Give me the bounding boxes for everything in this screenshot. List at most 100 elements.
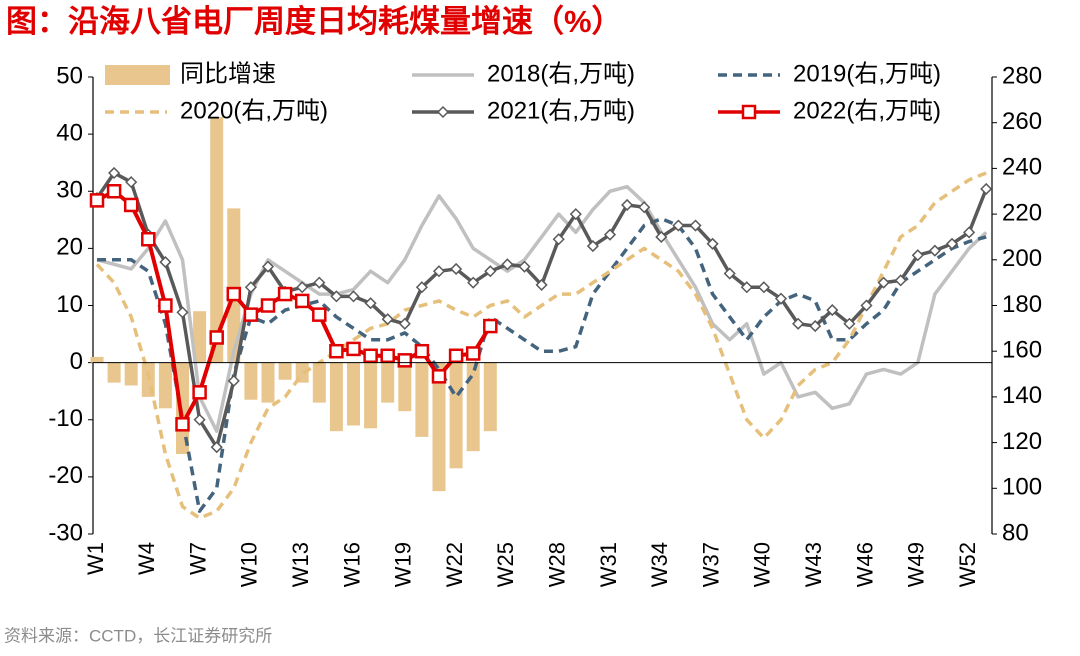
y2-tick-label: 220 <box>1002 199 1042 226</box>
square-marker <box>329 343 344 359</box>
bar <box>210 116 224 363</box>
x-tick-label: W13 <box>288 542 313 587</box>
square-marker <box>277 286 293 302</box>
bar <box>364 362 378 429</box>
legend-label: 2021(右,万吨) <box>487 97 635 124</box>
bar <box>449 362 463 469</box>
x-tick-label: W10 <box>237 542 262 587</box>
y-tick-label: 30 <box>56 177 83 204</box>
diamond-marker <box>792 317 805 330</box>
bar <box>466 362 480 452</box>
line-series <box>95 171 987 520</box>
square-marker <box>483 318 498 334</box>
bar <box>415 362 429 437</box>
diamond-marker <box>108 166 121 180</box>
x-tick-label: W7 <box>185 542 210 575</box>
bar <box>278 362 292 380</box>
x-tick-label: W52 <box>955 542 980 587</box>
y-tick-label: 20 <box>56 234 83 261</box>
bar <box>432 362 446 492</box>
diamond-marker <box>227 374 240 387</box>
x-tick-label: W37 <box>698 542 723 587</box>
bar <box>90 356 104 363</box>
diamond-marker <box>364 297 377 310</box>
diamond-marker <box>980 182 993 196</box>
legend-label: 2022(右,万吨) <box>793 97 941 124</box>
diamond-marker <box>313 276 326 289</box>
diamond-marker <box>176 306 189 319</box>
y2-tick-label: 80 <box>1002 519 1029 546</box>
square-marker <box>192 385 207 400</box>
bar <box>193 311 207 363</box>
diamond-marker <box>757 281 770 294</box>
source-note: 资料来源：CCTD，长江证券研究所 <box>4 626 272 645</box>
y-tick-label: -30 <box>48 519 83 546</box>
y2-tick-label: 260 <box>1002 108 1042 135</box>
x-tick-label: W16 <box>339 542 364 587</box>
x-tick-label: W19 <box>391 542 416 587</box>
diamond-marker <box>774 292 788 305</box>
diamond-marker <box>826 304 839 317</box>
diamond-marker <box>518 260 531 273</box>
x-tick-label: W34 <box>647 542 672 587</box>
x-tick-label: W31 <box>596 542 621 587</box>
square-marker <box>260 298 276 313</box>
bar <box>158 362 172 409</box>
square-marker <box>158 298 173 313</box>
bar <box>312 362 326 403</box>
diamond-marker <box>159 256 172 269</box>
square-marker <box>226 286 242 302</box>
diamond-marker <box>244 281 257 294</box>
chart-title: 图：沿海八省电厂周度日均耗煤量增速（%） <box>6 4 623 39</box>
y2-tick-label: 160 <box>1002 337 1042 364</box>
y2-tick-label: 140 <box>1002 382 1042 409</box>
square-marker <box>346 341 361 357</box>
square-marker <box>312 307 327 322</box>
diamond-marker <box>432 265 446 278</box>
bar <box>227 208 241 363</box>
legend-swatch <box>105 65 170 85</box>
y2-tick-label: 180 <box>1002 291 1042 318</box>
y-tick-label: 40 <box>56 119 83 146</box>
diamond-marker <box>911 249 924 262</box>
y-tick-label: 0 <box>70 348 83 375</box>
diamond-marker <box>706 237 719 250</box>
diamond-marker <box>809 320 822 333</box>
legend-label: 2018(右,万吨) <box>487 60 635 87</box>
y2-tick-label: 280 <box>1002 62 1042 89</box>
diamond-marker <box>843 317 856 330</box>
y-tick-label: -10 <box>48 405 83 432</box>
square-marker <box>106 184 122 199</box>
y-tick-label: 50 <box>56 62 83 89</box>
diamond-marker <box>877 276 890 289</box>
diamond-marker <box>415 281 428 294</box>
line-series <box>97 216 987 513</box>
y-tick-label: -20 <box>48 462 83 489</box>
square-marker <box>89 193 105 208</box>
y2-tick-label: 200 <box>1002 245 1042 272</box>
square-marker <box>141 231 156 247</box>
diamond-marker <box>261 260 275 273</box>
diamond-marker <box>638 201 651 214</box>
bar <box>398 362 412 412</box>
x-tick-label: W49 <box>904 542 929 587</box>
square-marker <box>380 348 395 364</box>
diamond-marker <box>894 274 907 287</box>
diamond-marker <box>586 240 599 253</box>
diamond-marker <box>655 230 668 244</box>
bar <box>483 362 497 432</box>
diamond-marker <box>860 299 873 312</box>
bar <box>124 362 138 386</box>
diamond-marker <box>381 313 394 326</box>
x-tick-label: W28 <box>545 542 570 587</box>
square-marker <box>431 369 447 384</box>
y2-tick-label: 240 <box>1002 154 1042 181</box>
square-marker <box>294 293 310 309</box>
diamond-marker <box>193 413 206 426</box>
diamond-marker <box>484 265 497 278</box>
y-tick-label: 10 <box>56 291 83 318</box>
diamond-marker <box>398 317 411 330</box>
square-marker <box>397 353 413 368</box>
diamond-marker <box>501 258 514 271</box>
x-tick-label: W22 <box>442 542 467 587</box>
